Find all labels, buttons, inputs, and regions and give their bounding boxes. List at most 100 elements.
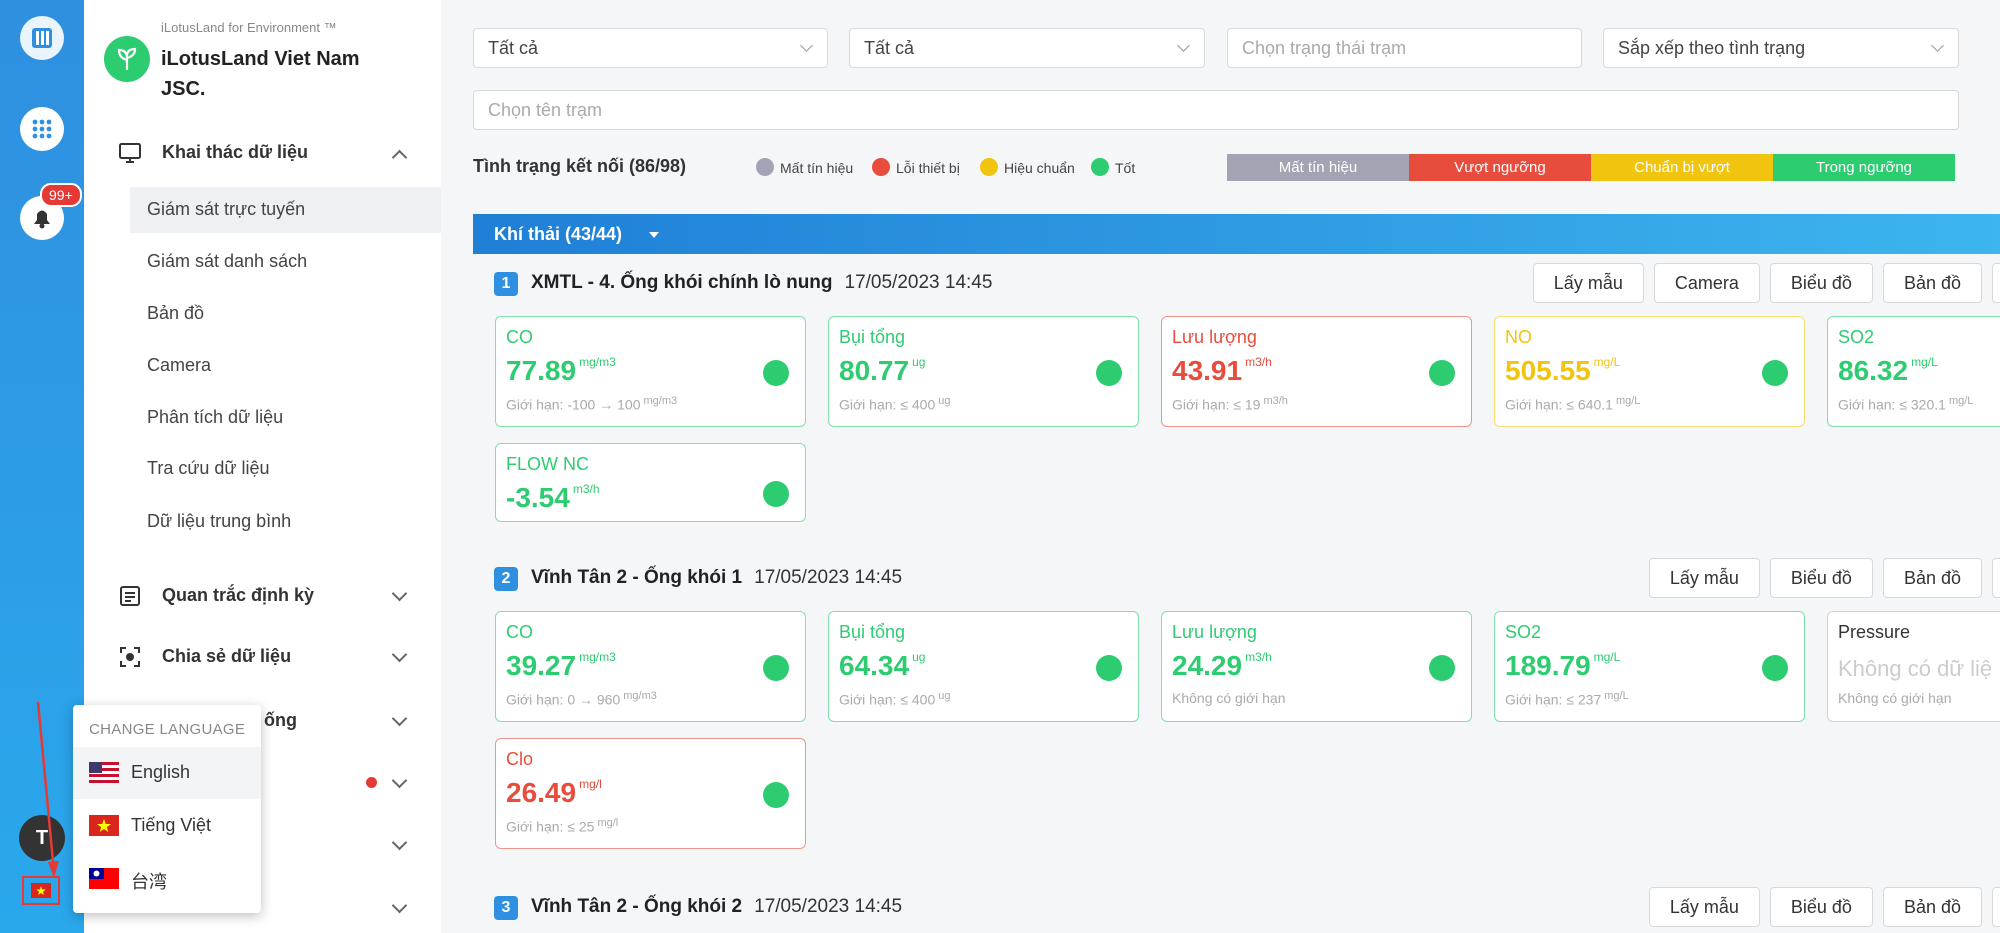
value-unit: m3/h <box>572 482 600 496</box>
menu-item[interactable]: Giám sát trực tuyến <box>147 199 306 219</box>
status-select[interactable]: Chọn trạng thái trạm <box>1227 28 1582 68</box>
param-limit: Giới hạn: ≤ 400 ug <box>839 690 951 708</box>
group-bar[interactable]: Khí thải (43/44) <box>473 214 2000 254</box>
legend-dot <box>756 158 774 176</box>
action-button[interactable] <box>1992 558 2000 598</box>
action-button[interactable] <box>1992 887 2000 927</box>
menu-section[interactable]: Quan trắc định kỳ <box>162 585 315 605</box>
value-number: 77.89 <box>506 355 577 386</box>
limit-text: Không có giới hạn <box>1838 690 1952 706</box>
language-option[interactable]: 台湾 <box>73 853 261 905</box>
apps-icon[interactable] <box>19 106 65 152</box>
scale-label: Vượt ngưỡng <box>1454 159 1546 176</box>
station-name: Vĩnh Tân 2 - Ống khói 2 <box>531 896 743 917</box>
us-flag <box>89 762 119 783</box>
limit-unit: m3/h <box>1263 395 1288 407</box>
param-name: Lưu lượng <box>1172 327 1257 347</box>
param-value: 39.27 mg/m3 <box>506 650 616 682</box>
station-name: Vĩnh Tân 2 - Ống khói 1 <box>531 567 743 588</box>
param-limit: Giới hạn: 0 → 960 mg/m3 <box>506 690 657 708</box>
param-name: Bụi tổng <box>839 327 906 347</box>
action-button[interactable]: Camera <box>1653 263 1760 303</box>
select-placeholder: Chọn trạng thái trạm <box>1242 38 1407 58</box>
status-dot <box>1762 655 1788 681</box>
value-unit: mg/m3 <box>579 650 616 664</box>
action-button[interactable]: Lấy mẫu <box>1648 887 1760 927</box>
area-select[interactable]: Tất cả <box>849 28 1205 68</box>
language-button[interactable] <box>22 876 60 905</box>
menu-active-bg <box>130 187 441 233</box>
legend-label: Hiệu chuẩn <box>1004 160 1075 176</box>
vn-flag <box>31 883 51 898</box>
status-dot <box>1762 360 1788 386</box>
param-limit: Không có giới hạn <box>1838 690 1951 706</box>
value-unit: m3/h <box>1245 355 1272 369</box>
menu-section[interactable]: ống <box>264 710 297 730</box>
value-unit: ug <box>912 650 926 664</box>
menu-section[interactable]: Khai thác dữ liệu <box>162 142 309 162</box>
station-name: XMTL - 4. Ống khói chính lò nung <box>531 272 833 293</box>
param-limit: Giới hạn: ≤ 320.1 mg/L <box>1838 395 1973 413</box>
param-value: 80.77 ug <box>839 355 925 387</box>
limit-text: Giới hạn: ≤ 400 <box>839 396 936 413</box>
language-menu: CHANGE LANGUAGE English Tiếng Việt 台湾 <box>73 705 261 913</box>
type-select[interactable]: Tất cả <box>473 28 828 68</box>
action-button[interactable]: Bản đồ <box>1882 887 1982 927</box>
value-number: Không có dữ liệ <box>1838 656 1993 681</box>
param-limit: Giới hạn: ≤ 237 mg/L <box>1505 690 1629 708</box>
action-button[interactable]: Biểu đồ <box>1769 263 1873 303</box>
status-dot <box>1429 360 1455 386</box>
menu-item[interactable]: Dữ liệu trung bình <box>147 511 292 531</box>
value-unit: mg/l <box>579 777 602 791</box>
param-value: 26.49 mg/l <box>506 777 602 809</box>
select-value: Tất cả <box>488 38 539 58</box>
station-index: 3 <box>494 896 518 920</box>
param-name: SO2 <box>1505 622 1542 642</box>
scale-segment: Vượt ngưỡng <box>1409 154 1591 181</box>
limit-text: Giới hạn: ≤ 19 <box>1172 396 1261 413</box>
action-button[interactable]: Bản đồ <box>1882 263 1982 303</box>
param-value: -3.54 m3/h <box>506 482 600 514</box>
sort-select[interactable]: Sắp xếp theo tình trạng <box>1603 28 1959 68</box>
action-button[interactable]: Biểu đồ <box>1769 887 1873 927</box>
language-option[interactable]: Tiếng Việt <box>73 800 261 852</box>
param-limit: Giới hạn: ≤ 19 m3/h <box>1172 395 1288 413</box>
action-button[interactable]: Lấy mẫu <box>1648 558 1760 598</box>
chevron <box>391 772 408 789</box>
menu-item[interactable]: Camera <box>147 355 212 375</box>
station-index: 1 <box>494 272 518 296</box>
menu-item[interactable]: Bản đồ <box>147 303 205 323</box>
station-select[interactable]: Chọn tên trạm <box>473 90 1959 130</box>
action-button[interactable]: Bản đồ <box>1882 558 1982 598</box>
home-icon[interactable] <box>19 15 65 61</box>
param-card: FLOW NC -3.54 m3/h <box>495 443 806 522</box>
limit-unit: ug <box>938 395 951 407</box>
value-unit: mg/L <box>1593 650 1621 664</box>
tw-flag <box>89 868 119 889</box>
notification-icon[interactable] <box>19 195 65 241</box>
section-icon <box>120 586 140 606</box>
limit-text: Giới hạn: -100 → 100 <box>506 396 641 413</box>
station-actions: Lấy mẫu Camera Biểu đồ Bản đồ <box>1532 263 2000 303</box>
action-button[interactable]: Lấy mẫu <box>1532 263 1644 303</box>
menu-item[interactable]: Giám sát danh sách <box>147 251 308 271</box>
status-dot <box>763 655 789 681</box>
param-name: SO2 <box>1838 327 1875 347</box>
section-icon <box>119 143 141 163</box>
param-name: CO <box>506 622 533 642</box>
menu-item[interactable]: Phân tích dữ liệu <box>147 407 284 427</box>
action-button[interactable]: Biểu đồ <box>1769 558 1873 598</box>
limit-unit: mg/l <box>597 817 619 829</box>
scale-label: Chuẩn bị vượt <box>1634 159 1730 176</box>
avatar[interactable]: T <box>19 815 65 861</box>
select-placeholder: Chọn tên trạm <box>488 100 603 120</box>
param-name: Lưu lượng <box>1172 622 1257 642</box>
menu-section[interactable]: Chia sẻ dữ liệu <box>162 646 292 666</box>
param-value: 64.34 ug <box>839 650 925 682</box>
language-option[interactable]: English <box>73 747 261 799</box>
param-card: SO2 189.79 mg/L Giới hạn: ≤ 237 mg/L <box>1494 611 1805 722</box>
limit-text: Giới hạn: ≤ 25 <box>506 818 595 835</box>
param-card: NO 505.55 mg/L Giới hạn: ≤ 640.1 mg/L <box>1494 316 1805 427</box>
menu-item[interactable]: Tra cứu dữ liệu <box>147 458 270 478</box>
action-button[interactable] <box>1992 263 2000 303</box>
